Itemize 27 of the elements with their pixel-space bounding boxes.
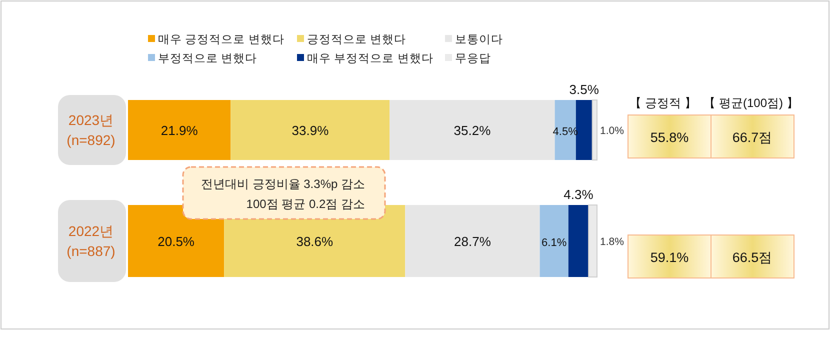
legend-label: 보통이다 xyxy=(455,34,503,46)
data-label: 4.3% xyxy=(564,187,594,202)
data-label: 35.2% xyxy=(454,123,492,138)
legend-label: 부정적으로 변했다 xyxy=(158,53,258,65)
text: 【 평균(100점) 】 xyxy=(704,96,798,110)
text: 55.8% xyxy=(650,130,689,145)
data-label: 6.1% xyxy=(542,237,567,249)
text: 【 긍정적 】 xyxy=(630,96,696,110)
text: 59.1% xyxy=(650,250,689,265)
data-label: 38.6% xyxy=(296,234,334,249)
text: 66.5점 xyxy=(732,250,773,265)
data-label: 33.9% xyxy=(292,123,330,138)
data-label: 21.9% xyxy=(160,123,198,138)
legend-label: 무응답 xyxy=(455,53,491,65)
legend-label: 매우 부정적으로 변했다 xyxy=(307,53,434,65)
data-label: 20.5% xyxy=(158,234,195,249)
text: 66.7점 xyxy=(732,130,773,145)
data-label: 28.7% xyxy=(454,234,492,249)
y-tick-label: 2022년 (n=887) xyxy=(66,223,116,259)
legend-label: 긍정적으로 변했다 xyxy=(307,34,406,46)
legend-label: 매우 긍정적으로 변했다 xyxy=(158,34,284,46)
annotation: 100점 평균 0.2점 감소 xyxy=(246,197,365,211)
data-label: 1.0% xyxy=(600,125,624,137)
data-label: 1.8% xyxy=(600,236,624,248)
y-tick-label: 2023년 (n=892) xyxy=(66,112,116,148)
annotation: 전년대비 긍정비율 3.3%p 감소 xyxy=(200,177,365,191)
data-label: 3.5% xyxy=(569,82,600,97)
